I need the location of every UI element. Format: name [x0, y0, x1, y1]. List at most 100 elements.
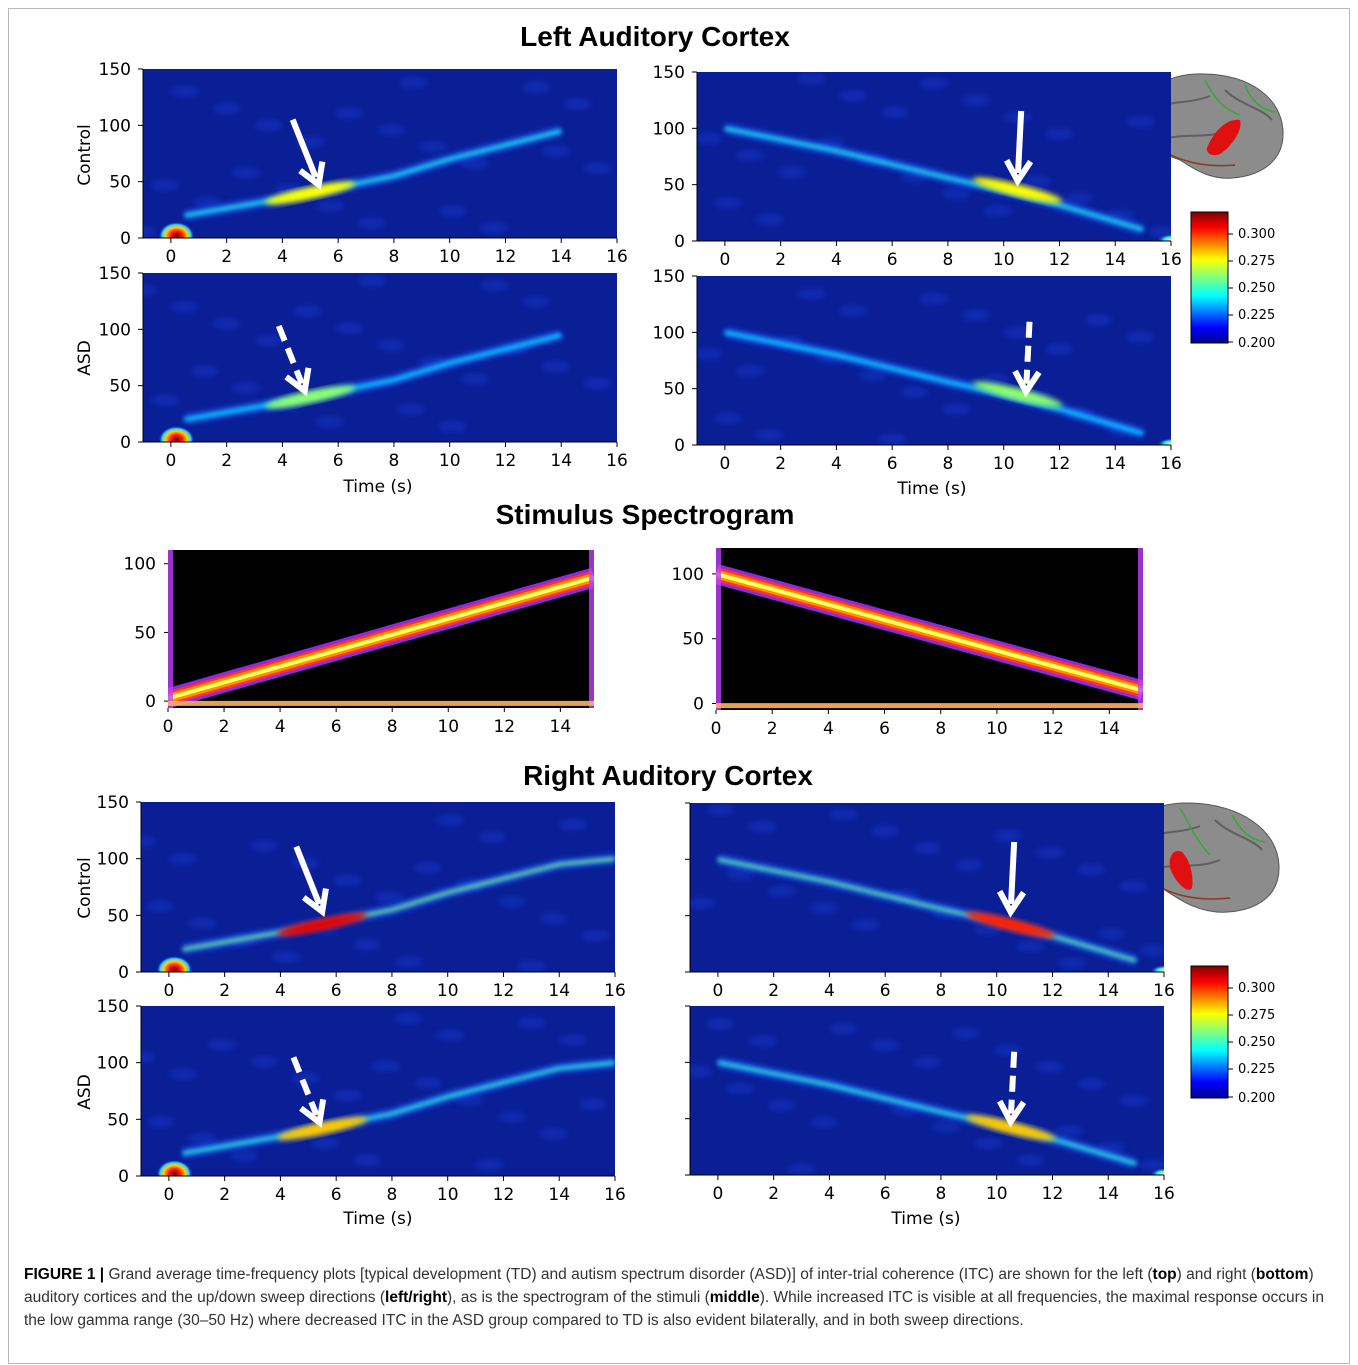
dashed-arrow	[290, 1056, 327, 1128]
y-tick-label: 50	[663, 176, 685, 196]
x-tick-label: 4	[275, 1185, 286, 1205]
x-tick-label: 14	[550, 451, 572, 471]
x-tick-label: 2	[221, 451, 232, 471]
x-tick-label: 8	[936, 981, 947, 1001]
noise-blob	[497, 1111, 526, 1124]
x-tick-label: 0	[719, 250, 730, 270]
x-tick-label: 16	[604, 981, 626, 1001]
heatmap-panel: 150 100 50 0 0 2 4 6 8 10 12 14 16	[99, 264, 628, 471]
noise-blob	[878, 433, 907, 445]
noise-blob	[880, 106, 909, 119]
x-tick-label: 2	[775, 250, 786, 270]
noise-blob	[900, 386, 929, 399]
noise-blob	[333, 1089, 362, 1102]
x-tick-label: 8	[935, 719, 946, 739]
y-tick-label: 150	[99, 60, 131, 80]
noise-blob	[480, 221, 509, 234]
offset-response	[1150, 964, 1164, 972]
baseline-stripe	[168, 700, 594, 706]
noise-blob	[522, 296, 551, 309]
peak-response	[277, 1117, 368, 1140]
colorbar-gradient	[1190, 965, 1229, 1099]
noise-blob	[357, 217, 386, 230]
noise-blob	[170, 85, 199, 98]
noise-blob	[748, 1034, 777, 1047]
heatmap-panel: 0 2 4 6 8 10 12 14 16	[685, 1005, 1175, 1204]
noise-blob	[146, 900, 175, 913]
noise-blob	[168, 852, 197, 865]
y-tick-label: 0	[145, 692, 156, 712]
noise-blob	[141, 1051, 155, 1063]
solid-arrow	[293, 845, 329, 918]
noise-blob	[190, 365, 219, 378]
x-tick-label: 4	[823, 719, 834, 739]
x-tick-label: 0	[712, 1184, 723, 1204]
x-tick-label: 12	[1049, 454, 1071, 474]
peak-response	[972, 381, 1063, 407]
x-tick-label: 0	[165, 247, 176, 267]
y-tick-label: 50	[107, 906, 129, 926]
peak-response	[265, 385, 356, 409]
y-tick-label: 150	[653, 267, 685, 287]
heatmap-panel: 150 100 50 0 0 2 4 6 8 10 12 14 16	[97, 793, 626, 1001]
noise-blob	[690, 897, 716, 910]
y-tick-label: 150	[653, 63, 685, 83]
x-tick-label: 12	[493, 981, 515, 1001]
x-tick-label: 2	[219, 717, 230, 737]
x-tick-label: 16	[606, 247, 628, 267]
noise-blob	[1016, 940, 1045, 953]
heatmap-panel: 100 50 00 2 4 6 8 10 12 14	[124, 550, 594, 737]
noise-blob	[581, 929, 610, 942]
x-tick-label: 12	[495, 247, 517, 267]
noise-blob	[1064, 192, 1093, 205]
noise-blob	[690, 1065, 713, 1078]
heatmap-panel: 150 100 50 0 0 2 4 6 8 10 12 14 16	[97, 997, 626, 1205]
x-tick-label: 6	[880, 981, 891, 1001]
noise-blob	[1016, 1154, 1045, 1167]
noise-blob	[787, 1163, 816, 1175]
x-tick-label: 14	[548, 1185, 570, 1205]
x-tick-label: 4	[824, 1184, 835, 1204]
y-tick-label: 0	[120, 229, 131, 249]
noise-blob	[713, 196, 742, 209]
peak-response	[277, 913, 368, 936]
x-tick-label: 10	[993, 250, 1015, 270]
noise-blob	[541, 145, 570, 158]
noise-blob	[559, 818, 588, 831]
y-tick-label: 100	[99, 320, 131, 340]
dashed-arrow	[1012, 321, 1042, 398]
noise-blob	[961, 309, 990, 322]
x-tick-label: 8	[387, 981, 398, 1001]
noise-blob	[851, 918, 880, 931]
colorbar-tick-label: 0.300	[1238, 227, 1275, 242]
x-tick-label: 4	[831, 454, 842, 474]
noise-blob	[335, 322, 364, 335]
section-title-right: Right Auditory Cortex	[523, 760, 813, 791]
noise-blob	[357, 274, 386, 287]
offset-response	[1157, 437, 1171, 445]
x-tick-label: 8	[943, 250, 954, 270]
x-tick-label: 14	[1097, 981, 1119, 1001]
colorbar-gradient	[1190, 211, 1229, 344]
noise-blob	[375, 891, 404, 904]
x-tick-label: 6	[887, 454, 898, 474]
dashed-arrow	[997, 1051, 1027, 1128]
noise-blob	[333, 874, 362, 887]
x-tick-label: 8	[387, 1185, 398, 1205]
x-tick-label: 14	[1097, 1184, 1119, 1204]
noise-blob	[335, 106, 364, 119]
xlabel-left-down: Time (s)	[896, 479, 966, 499]
noise-blob	[755, 428, 784, 441]
x-tick-label: 12	[493, 717, 515, 737]
caption-emphasis: bottom	[1255, 1266, 1309, 1283]
noise-blob	[1077, 1077, 1106, 1090]
x-tick-label: 8	[943, 454, 954, 474]
caption-emphasis: top	[1152, 1266, 1177, 1283]
x-tick-label: 8	[936, 1184, 947, 1204]
x-tick-label: 12	[1042, 981, 1064, 1001]
noise-blob	[146, 1115, 175, 1128]
noise-blob	[871, 1039, 900, 1052]
colorbar-tick-label: 0.275	[1238, 254, 1275, 269]
x-tick-label: 2	[768, 1184, 779, 1204]
